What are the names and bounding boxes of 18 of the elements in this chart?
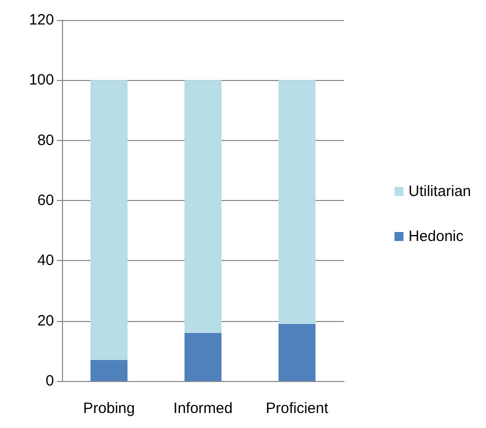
x-tick-label: Probing [83,400,135,417]
bar [184,332,222,381]
y-tick-label: 60 [37,192,54,209]
y-tick-label: 20 [37,312,54,330]
y-tick-label: 0 [46,372,54,390]
y-tick-label: 80 [37,132,54,149]
legend-label: Hedonic [408,228,464,245]
x-tick-label: Proficient [266,400,330,417]
bar [184,80,222,333]
y-tick-label: 120 [28,12,54,28]
bar [90,80,128,360]
bar [278,80,316,324]
y-tick-label: 40 [37,252,54,270]
x-tick-label: Informed [173,400,233,417]
y-tick-label: 100 [28,72,54,89]
bar [278,324,316,381]
legend-label: Utilitarian [408,183,472,200]
bar [90,360,128,381]
